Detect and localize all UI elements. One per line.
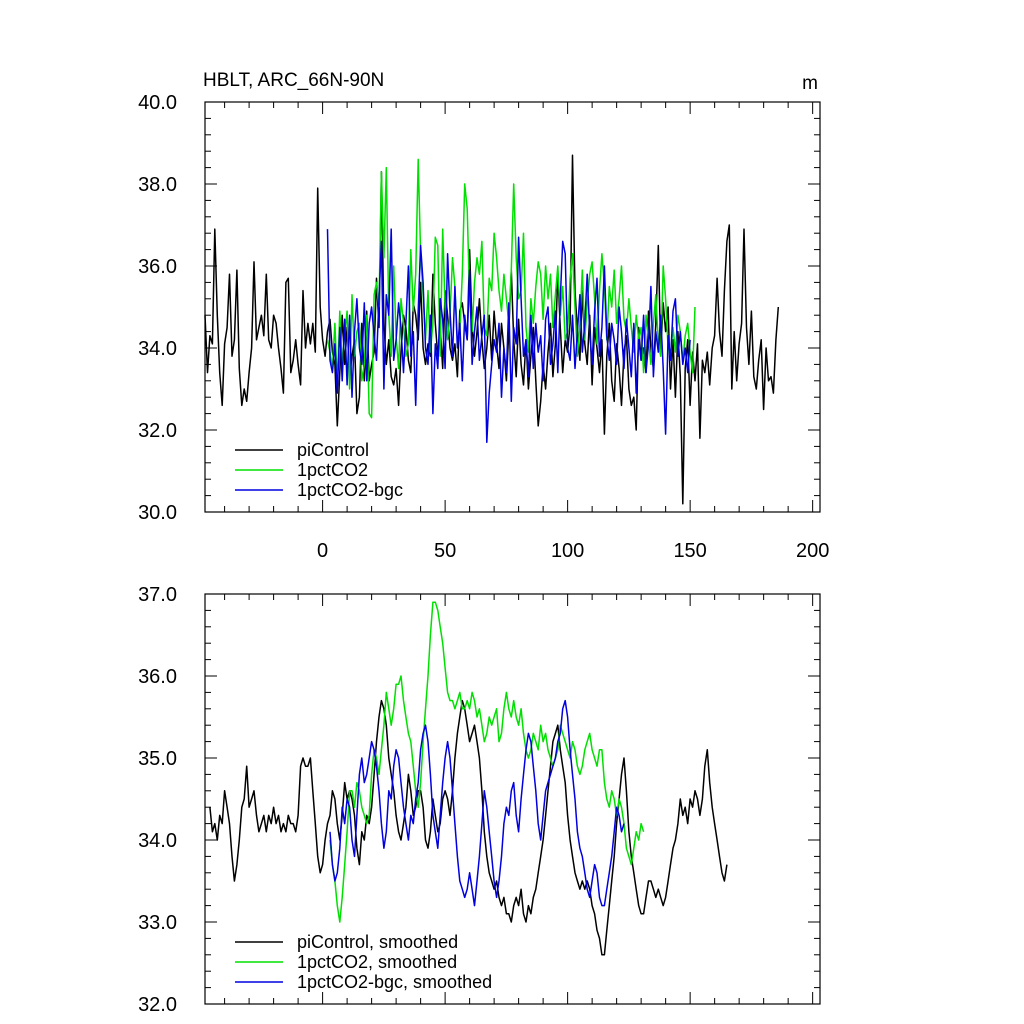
- bottom-series-1pctco2-bgc-smoothed: [329, 699, 625, 907]
- units-label: m: [802, 73, 818, 94]
- top-x-tick-label: 150: [673, 540, 706, 562]
- bottom-y-tick-label: 32.0: [138, 994, 177, 1016]
- bottom-legend-label: 1pctCO2, smoothed: [297, 952, 457, 972]
- top-legend-label: 1pctCO2: [297, 460, 368, 480]
- top-x-tick-label: 200: [796, 540, 829, 562]
- top-legend-label: piControl: [297, 440, 369, 460]
- bottom-legend-label: piControl, smoothed: [297, 932, 458, 952]
- bottom-y-tick-label: 34.0: [138, 830, 177, 852]
- chart-title: HBLT, ARC_66N-90N: [203, 70, 384, 91]
- bottom-plot-frame: [204, 593, 821, 1005]
- top-series-1pctco2-bgc: [326, 228, 691, 444]
- bottom-panel: 32.0 33.0 34.0 35.0 36.0 37.0 piControl, smoot…: [138, 584, 821, 1016]
- top-x-tick-label: 0: [317, 540, 328, 562]
- top-y-tick-label: 36.0: [138, 256, 177, 278]
- top-x-tick-label: 50: [434, 540, 456, 562]
- top-series-picontrol: [204, 154, 780, 505]
- top-y-tick-label: 40.0: [138, 92, 177, 114]
- top-plot-frame: [204, 101, 821, 513]
- bottom-y-tick-label: 33.0: [138, 912, 177, 934]
- top-y-tick-label: 38.0: [138, 174, 177, 196]
- bottom-series-picontrol-smoothed: [209, 699, 728, 956]
- bottom-series-1pctco2-smoothed: [329, 601, 645, 923]
- top-legend-label: 1pctCO2-bgc: [297, 480, 403, 500]
- bottom-legend-label: 1pctCO2-bgc, smoothed: [297, 972, 492, 992]
- top-y-tick-label: 34.0: [138, 338, 177, 360]
- top-y-tick-label: 30.0: [138, 502, 177, 524]
- top-panel: 30.0 32.0 34.0 36.0 38.0 40.0 0 50 100 150 200 HBLT…: [138, 70, 829, 562]
- top-x-tick-label: 100: [551, 540, 584, 562]
- top-y-tick-label: 32.0: [138, 420, 177, 442]
- bottom-y-tick-label: 36.0: [138, 666, 177, 688]
- bottom-y-tick-label: 37.0: [138, 584, 177, 606]
- bottom-y-tick-label: 35.0: [138, 748, 177, 770]
